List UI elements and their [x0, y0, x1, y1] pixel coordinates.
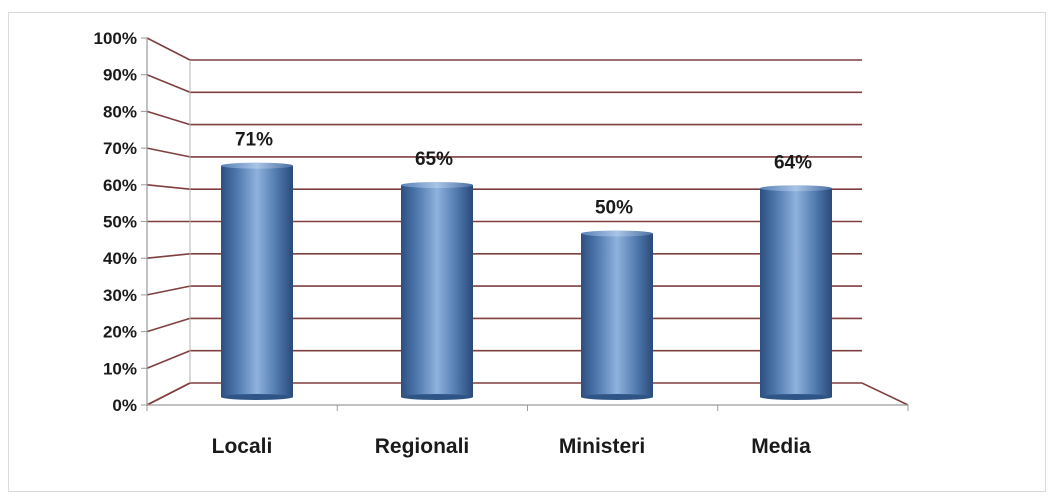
- y-tick-label: 90%: [103, 66, 137, 85]
- y-tick-label: 10%: [103, 359, 137, 378]
- y-tick-label: 30%: [103, 286, 137, 305]
- y-tick-label: 50%: [103, 213, 137, 232]
- gridlines: [141, 37, 862, 406]
- category-label: Regionali: [375, 435, 470, 458]
- bar: [581, 230, 653, 400]
- data-label: 71%: [235, 130, 273, 151]
- gridline: [141, 147, 862, 158]
- data-labels: 71% 65% 50% 64%: [235, 130, 812, 219]
- data-label: 65%: [415, 149, 453, 170]
- gridline: [141, 37, 862, 61]
- y-tick-label: 0%: [112, 396, 137, 415]
- data-label: 64%: [774, 152, 812, 173]
- y-tick-label: 40%: [103, 249, 137, 268]
- gridline: [141, 184, 862, 190]
- gridline: [141, 73, 862, 94]
- bar: [760, 185, 832, 400]
- gridline: [141, 317, 862, 333]
- y-tick-label: 100%: [94, 29, 137, 48]
- axes: [146, 38, 909, 411]
- category-label: Locali: [212, 435, 273, 458]
- y-axis-tick-labels: 0% 10% 20% 30% 40% 50% 60% 70% 80% 90% 100%: [94, 29, 137, 415]
- data-label: 50%: [595, 198, 633, 219]
- y-tick-label: 70%: [103, 139, 137, 158]
- category-label: Ministeri: [559, 435, 645, 458]
- y-tick-label: 80%: [103, 102, 137, 121]
- bars: [221, 162, 832, 400]
- floor-outline: [146, 382, 909, 406]
- gridline: [141, 110, 862, 126]
- gridline: [141, 349, 862, 370]
- y-tick-label: 60%: [103, 176, 137, 195]
- gridline: [141, 253, 862, 259]
- y-tick-label: 20%: [103, 323, 137, 342]
- bar: [221, 162, 293, 400]
- chart-frame: [8, 12, 1046, 492]
- gridline: [141, 285, 862, 296]
- x-axis-category-labels: Locali Regionali Ministeri Media: [212, 435, 811, 458]
- category-label: Media: [751, 435, 811, 458]
- bar: [401, 182, 473, 400]
